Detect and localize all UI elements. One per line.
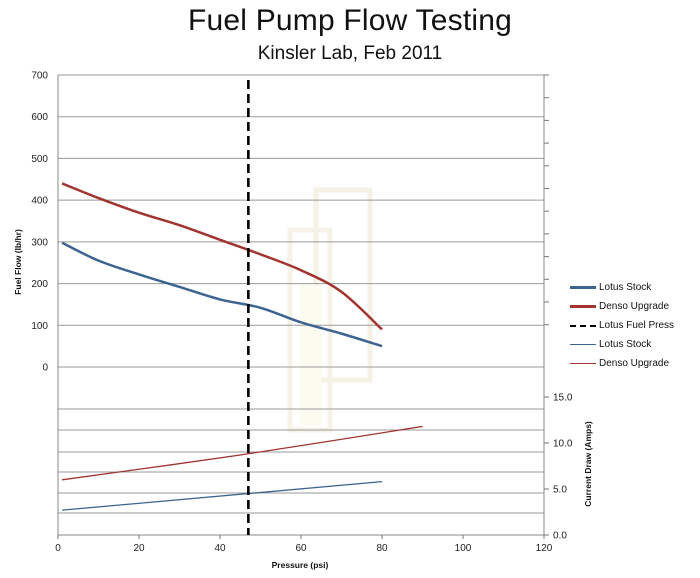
legend-item: Lotus Stock [570, 335, 698, 354]
legend-item: Denso Upgrade [570, 354, 698, 373]
legend-label: Lotus Stock [599, 339, 652, 350]
x-axis-label: Pressure (psi) [272, 560, 329, 570]
x-tick-label: 60 [295, 543, 307, 554]
flow-series-lotus-stock [61, 241, 383, 348]
current-tick-label: 5.0 [553, 485, 567, 496]
flow-tick-label: 100 [31, 321, 48, 332]
chart-subtitle: Kinsler Lab, Feb 2011 [257, 43, 443, 64]
legend-label: Lotus Fuel Press [599, 320, 675, 331]
series-lines [61, 80, 423, 535]
flow-tick-label: 600 [31, 112, 48, 123]
legend: Lotus Stock Denso Upgrade Lotus Fuel Press… [570, 278, 698, 373]
current-series-lotus-stock [61, 480, 383, 511]
current-tick-label: 15.0 [553, 393, 573, 404]
flow-tick-label: 500 [31, 154, 48, 165]
legend-swatch [570, 324, 596, 327]
legend-item: Denso Upgrade [570, 297, 698, 316]
legend-swatch [570, 305, 596, 308]
current-series-denso-upgrade [61, 425, 423, 481]
legend-item: Lotus Fuel Press [570, 316, 698, 335]
current-tick-label: 10.0 [553, 439, 573, 450]
y-axis-label-flow: Fuel Flow (lb/hr) [13, 229, 23, 295]
current-gridlines [58, 429, 544, 514]
x-tick-label: 40 [214, 543, 226, 554]
flow-gridlines [58, 74, 544, 410]
flow-tick-label: 400 [31, 196, 48, 207]
legend-swatch [570, 344, 596, 345]
x-tick-label: 20 [133, 543, 145, 554]
legend-item: Lotus Stock [570, 278, 698, 297]
x-tick-label: 0 [55, 543, 61, 554]
x-tick-label: 100 [455, 543, 472, 554]
flow-series-denso-upgrade [61, 182, 383, 331]
axes [57, 74, 549, 539]
flow-tick-label: 300 [31, 237, 48, 248]
legend-swatch [570, 363, 596, 364]
x-tick-label: 120 [536, 543, 553, 554]
legend-label: Denso Upgrade [599, 358, 670, 369]
y-axis-label-current: Current Draw (Amps) [583, 421, 593, 507]
flow-tick-label: 0 [42, 363, 48, 374]
flow-tick-label: 700 [31, 71, 48, 82]
legend-swatch [570, 286, 596, 289]
legend-label: Denso Upgrade [599, 301, 670, 312]
current-tick-label: 0.0 [553, 531, 567, 542]
watermark-logo [287, 187, 373, 433]
legend-label: Lotus Stock [599, 282, 652, 293]
chart-title: Fuel Pump Flow Testing [188, 4, 512, 37]
flow-tick-label: 200 [31, 279, 48, 290]
x-tick-label: 80 [376, 543, 388, 554]
tick-labels: 0 100 200 300 400 500 600 700 0 20 40 60 80 100 1200.0… [31, 71, 573, 555]
